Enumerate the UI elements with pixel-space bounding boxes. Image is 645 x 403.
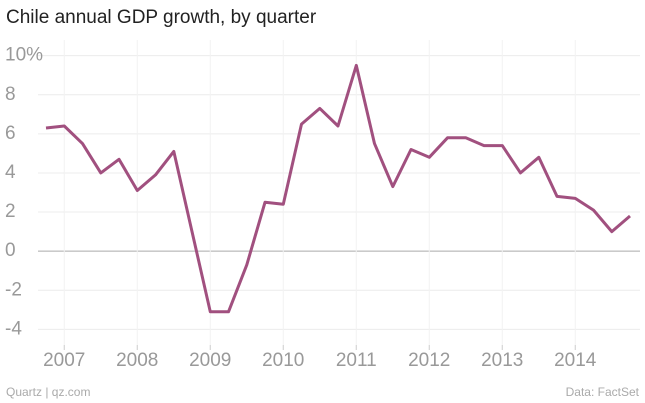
x-tick-label: 2010 xyxy=(262,350,304,371)
chart-title: Chile annual GDP growth, by quarter xyxy=(6,7,317,28)
source-left: Quartz | qz.com xyxy=(6,385,90,399)
data-line xyxy=(45,63,631,314)
x-tick-label: 2014 xyxy=(554,350,597,371)
y-tick-label: 6 xyxy=(5,123,16,144)
source-right: Data: FactSet xyxy=(566,385,640,399)
y-tick-label: 10% xyxy=(5,45,43,66)
x-tick-label: 2011 xyxy=(336,350,377,371)
y-tick-label: 4 xyxy=(5,162,16,183)
y-tick-label: 2 xyxy=(5,201,16,222)
y-tick-label: -4 xyxy=(5,318,22,339)
x-tick-label: 2007 xyxy=(43,350,85,371)
x-tick-label: 2009 xyxy=(189,350,231,371)
y-tick-label: -2 xyxy=(5,279,22,300)
x-tick-label: 2012 xyxy=(408,350,450,371)
y-tick-label: 0 xyxy=(5,240,16,261)
x-tick-label: 2008 xyxy=(116,350,158,371)
y-tick-label: 8 xyxy=(5,84,16,105)
x-tick-label: 2013 xyxy=(481,350,523,371)
